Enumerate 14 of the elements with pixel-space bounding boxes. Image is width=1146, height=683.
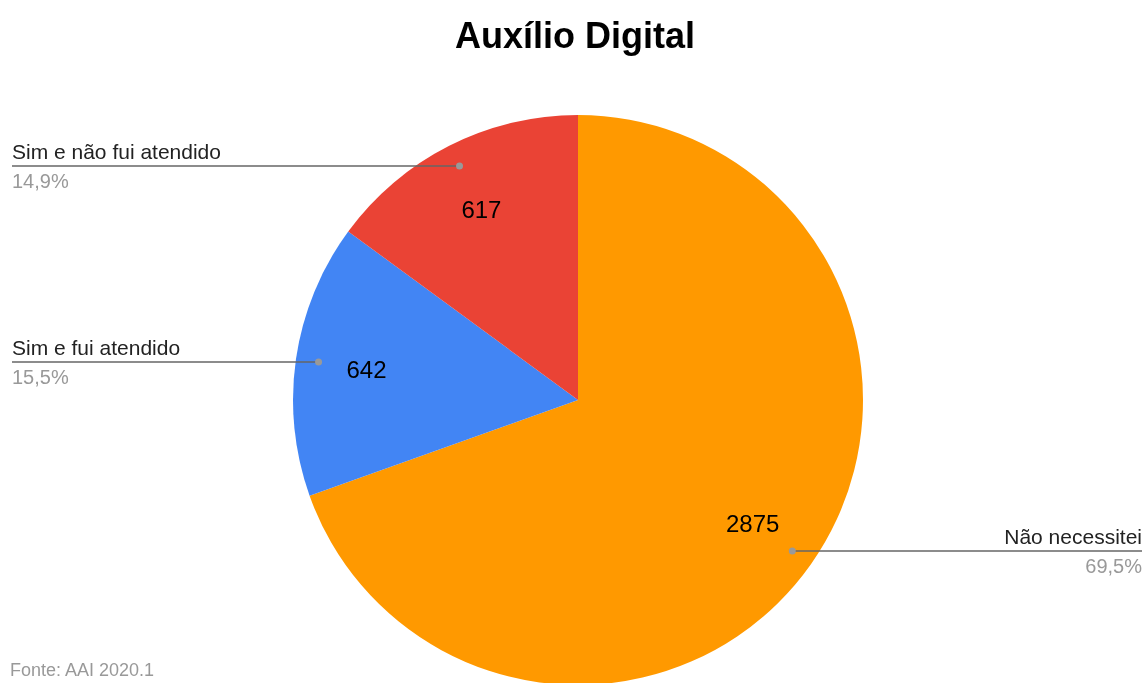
source-note: Fonte: AAI 2020.1	[10, 660, 155, 680]
chart-title: Auxílio Digital	[454, 15, 696, 56]
text: 69,5%	[1085, 555, 1143, 578]
slice-label: Sim e fui atendido	[12, 336, 181, 360]
text: 14,9%	[12, 170, 69, 193]
slice-label: Não necessitei	[1004, 525, 1142, 549]
pie-slice	[348, 115, 578, 400]
data-label: 2875	[726, 509, 780, 537]
text: 15,5%	[12, 366, 69, 389]
pie-slice	[293, 231, 578, 496]
slice-label: Sim e não fui atendido	[12, 140, 221, 164]
data-label: 617	[461, 195, 502, 223]
data-label: 642	[346, 355, 387, 383]
pie-slice	[309, 115, 863, 683]
